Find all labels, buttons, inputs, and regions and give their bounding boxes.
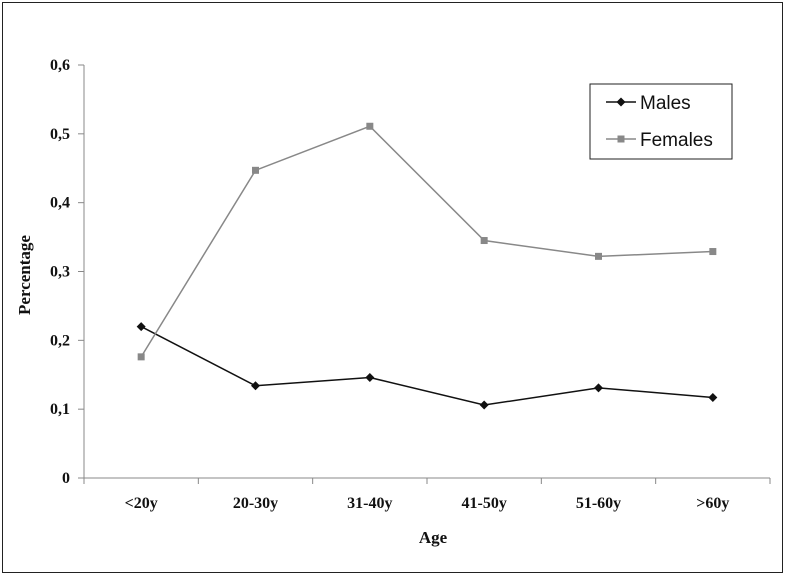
legend-box xyxy=(589,83,733,160)
series-females xyxy=(137,122,717,361)
data-point-females xyxy=(709,248,717,256)
data-point-males xyxy=(136,322,146,332)
data-point-males xyxy=(708,392,718,402)
data-point-females xyxy=(366,122,374,130)
x-tick-label: 20-30y xyxy=(233,495,278,512)
legend-marker-males xyxy=(616,97,626,107)
x-tick-label: 31-40y xyxy=(347,495,392,512)
legend: Males Females xyxy=(589,83,733,160)
data-point-females xyxy=(595,252,602,260)
data-point-males xyxy=(594,383,603,393)
series-layer xyxy=(136,122,718,410)
series-line-females xyxy=(140,125,713,358)
y-tick-labels: 0 0,1 0,2 0,3 0,4 0,5 0,6 xyxy=(50,57,70,487)
y-tick-label: 0,3 xyxy=(50,264,70,281)
y-tick-label: 0,1 xyxy=(50,401,70,418)
data-point-females xyxy=(137,353,145,361)
series-males xyxy=(136,322,718,410)
y-tick-label: 0,5 xyxy=(50,126,70,143)
y-axis-title: Percentage xyxy=(15,235,34,315)
legend-label-females: Females xyxy=(640,130,713,151)
x-tick-label: 41-50y xyxy=(462,495,507,512)
data-point-males xyxy=(365,373,375,383)
legend-marker-females xyxy=(617,135,625,143)
legend-label-males: Males xyxy=(640,93,691,114)
x-tick-label: 51-60y xyxy=(576,495,621,512)
data-point-females xyxy=(480,237,488,245)
x-tick-labels: <20y 20-30y 31-40y 41-50y 51-60y >60y xyxy=(125,495,730,512)
x-tick-label: <20y xyxy=(125,495,158,512)
x-axis-title: Age xyxy=(419,528,448,547)
axes xyxy=(78,64,771,484)
data-point-females xyxy=(252,166,259,174)
y-tick-label: 0,2 xyxy=(50,332,70,349)
y-tick-label: 0,4 xyxy=(50,195,70,212)
data-point-males xyxy=(479,400,489,410)
x-tick-label: >60y xyxy=(696,495,729,512)
data-point-males xyxy=(251,381,260,391)
y-tick-label: 0,6 xyxy=(50,57,70,74)
y-tick-label: 0 xyxy=(62,470,70,487)
series-line-males xyxy=(140,325,713,406)
